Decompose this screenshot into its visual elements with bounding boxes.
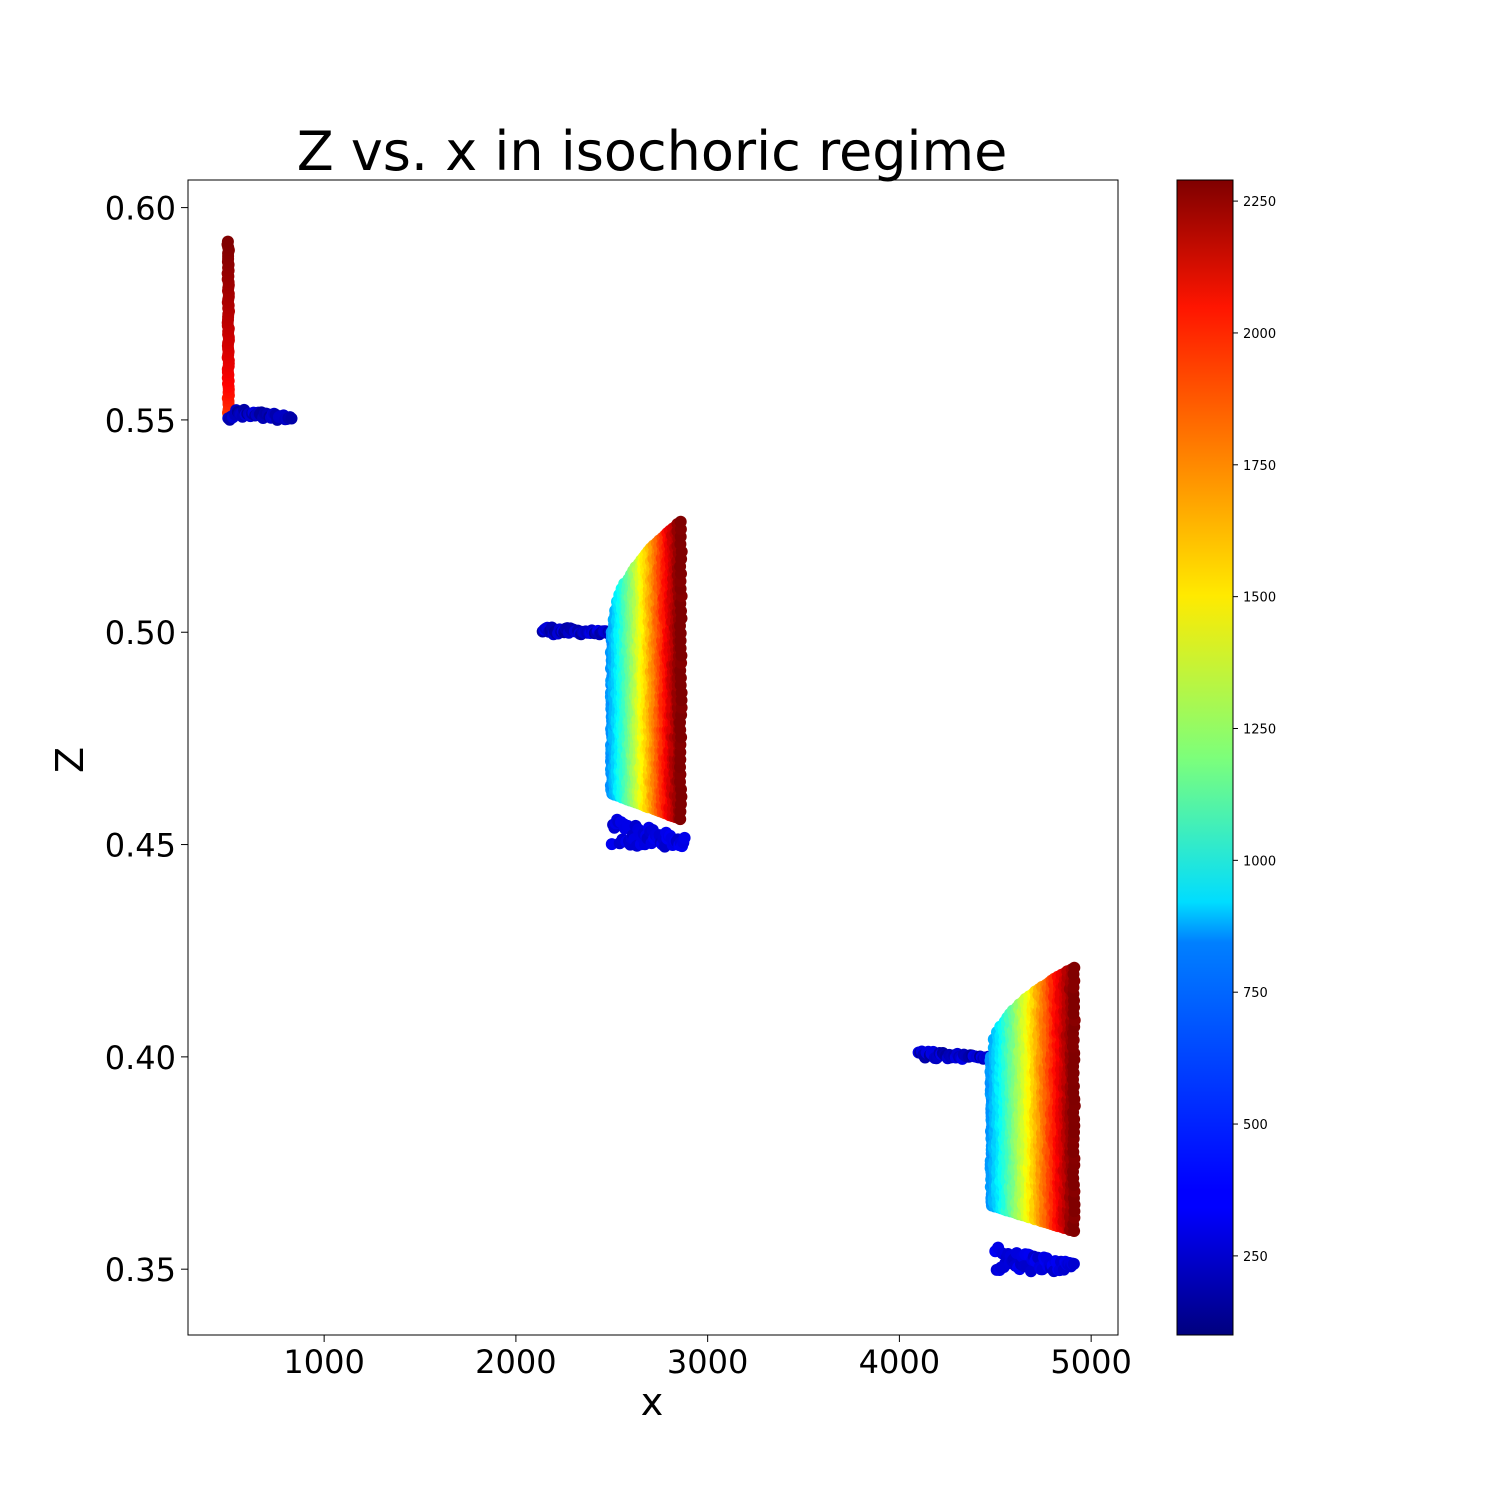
x-tick-label: 5000 — [1050, 1343, 1131, 1381]
y-tick-label: 0.60 — [105, 190, 176, 228]
colorbar-ticks: 250 500 750 1000 1250 1500 1750 2000 2250 — [1233, 195, 1276, 1265]
scatter-point — [678, 831, 691, 844]
colorbar-tick-label: 250 — [1243, 1250, 1268, 1265]
x-tick-label: 4000 — [859, 1343, 940, 1381]
y-tick-label: 0.55 — [105, 402, 176, 440]
chart-title: Z vs. x in isochoric regime — [297, 120, 1008, 183]
scatter-point — [221, 235, 234, 248]
scatter-point — [1067, 1257, 1080, 1270]
scatter-point — [1068, 961, 1081, 974]
colorbar-tick-label: 1500 — [1243, 591, 1276, 606]
colorbar: 250 500 750 1000 1250 1500 1750 2000 2250 — [1176, 179, 1276, 1336]
colorbar-frame — [1176, 179, 1234, 1336]
y-tick-label: 0.40 — [105, 1039, 176, 1077]
x-axis-label: x — [641, 1380, 664, 1424]
scatter-points — [221, 235, 1081, 1278]
y-tick-label: 0.45 — [105, 827, 176, 865]
colorbar-tick-label: 500 — [1243, 1118, 1268, 1133]
y-tick-label: 0.50 — [105, 614, 176, 652]
colorbar-tick-label: 750 — [1243, 986, 1268, 1001]
y-axis-label: Z — [48, 747, 92, 773]
x-axis: 1000 2000 3000 4000 5000 — [283, 1335, 1132, 1381]
x-tick-label: 1000 — [283, 1343, 364, 1381]
y-tick-label: 0.35 — [105, 1251, 176, 1289]
x-tick-label: 2000 — [475, 1343, 556, 1381]
scatter-point — [285, 412, 298, 425]
scatter-point — [674, 515, 687, 528]
colorbar-tick-label: 1000 — [1243, 854, 1276, 869]
colorbar-tick-label: 2000 — [1243, 327, 1276, 342]
x-tick-label: 3000 — [667, 1343, 748, 1381]
colorbar-tick-label: 1750 — [1243, 459, 1276, 474]
y-axis: 0.35 0.40 0.45 0.50 0.55 0.60 — [105, 190, 188, 1289]
colorbar-tick-label: 2250 — [1243, 195, 1276, 210]
colorbar-gradient — [1177, 180, 1233, 1335]
plot-frame — [187, 179, 1119, 1336]
colorbar-tick-label: 1250 — [1243, 722, 1276, 737]
